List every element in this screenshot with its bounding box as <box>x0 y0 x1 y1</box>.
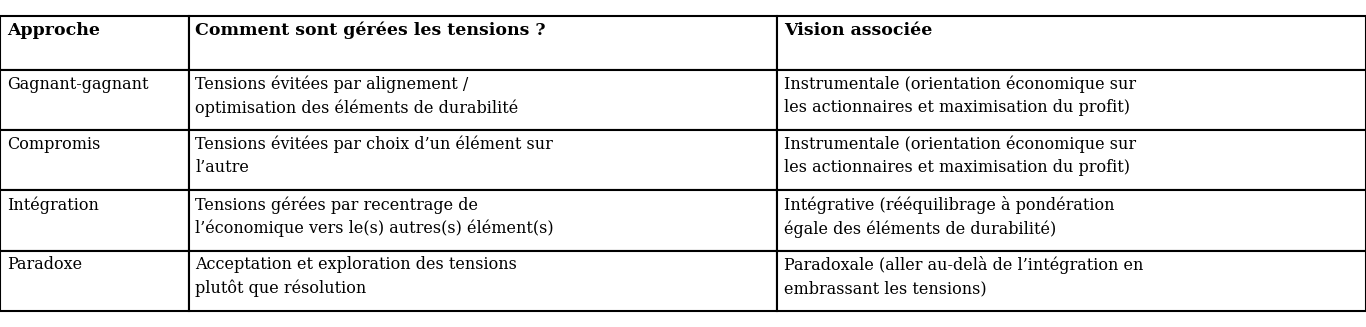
Text: Gagnant-gagnant: Gagnant-gagnant <box>7 76 149 93</box>
Text: Comment sont gérées les tensions ?: Comment sont gérées les tensions ? <box>195 22 546 40</box>
Text: Acceptation et exploration des tensions
plutôt que résolution: Acceptation et exploration des tensions … <box>195 256 518 297</box>
Bar <box>0 130 189 190</box>
Text: Approche: Approche <box>7 22 100 39</box>
Bar <box>0 250 189 311</box>
Bar <box>189 70 777 130</box>
Bar <box>777 190 1366 250</box>
Bar <box>0 16 189 70</box>
Bar <box>0 190 189 250</box>
Text: Instrumentale (orientation économique sur
les actionnaires et maximisation du pr: Instrumentale (orientation économique su… <box>784 76 1137 116</box>
Bar <box>189 130 777 190</box>
Bar <box>777 16 1366 70</box>
Text: Paradoxale (aller au-delà de l’intégration en
embrassant les tensions): Paradoxale (aller au-delà de l’intégrati… <box>784 256 1143 297</box>
Text: Intégrative (rééquilibrage à pondération
égale des éléments de durabilité): Intégrative (rééquilibrage à pondération… <box>784 196 1115 238</box>
Text: Tensions évitées par alignement /
optimisation des éléments de durabilité: Tensions évitées par alignement / optimi… <box>195 76 519 117</box>
Text: Tensions évitées par choix d’un élément sur
l’autre: Tensions évitées par choix d’un élément … <box>195 136 553 176</box>
Bar <box>189 250 777 311</box>
Bar <box>0 70 189 130</box>
Text: Paradoxe: Paradoxe <box>7 256 82 273</box>
Bar <box>777 70 1366 130</box>
Text: Compromis: Compromis <box>7 136 100 153</box>
Text: Tensions gérées par recentrage de
l’économique vers le(s) autres(s) élément(s): Tensions gérées par recentrage de l’écon… <box>195 196 555 237</box>
Bar <box>189 16 777 70</box>
Bar <box>777 250 1366 311</box>
Bar <box>189 190 777 250</box>
Text: Instrumentale (orientation économique sur
les actionnaires et maximisation du pr: Instrumentale (orientation économique su… <box>784 136 1137 176</box>
Text: Vision associée: Vision associée <box>784 22 933 39</box>
Text: Intégration: Intégration <box>7 196 98 214</box>
Bar <box>777 130 1366 190</box>
